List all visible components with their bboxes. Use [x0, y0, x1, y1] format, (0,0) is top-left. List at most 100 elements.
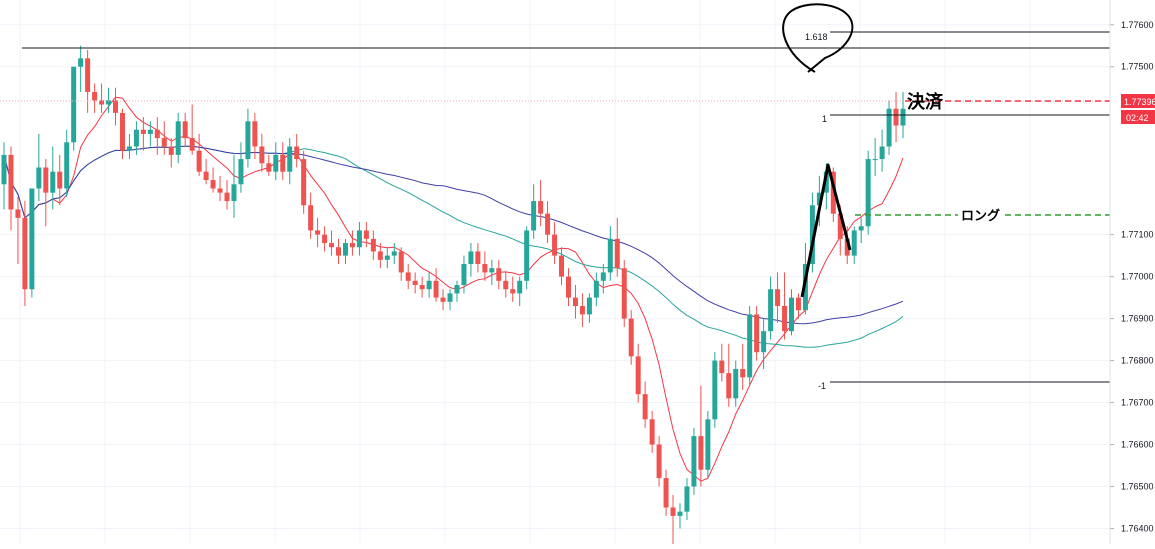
candle-0	[1, 142, 7, 210]
candle-57	[398, 247, 404, 281]
candle-19	[133, 121, 139, 155]
price-axis[interactable]: 1.77600 1.77500 1.77100 1.77000 1.76900 1.768…	[1109, 0, 1154, 544]
candle-108	[754, 306, 760, 361]
candle-102	[712, 352, 718, 428]
candle-54	[377, 243, 383, 269]
candle-51	[356, 222, 362, 256]
candle-109	[761, 318, 767, 369]
candle-82	[572, 285, 578, 319]
candle-98	[684, 478, 690, 521]
current-price-badge	[1121, 94, 1155, 108]
candle-7	[50, 146, 56, 210]
candle-29	[203, 159, 209, 185]
candle-8	[57, 154, 63, 206]
candle-14	[99, 83, 105, 113]
candle-6	[43, 159, 49, 227]
candle-18	[126, 133, 132, 160]
candle-103	[719, 343, 725, 382]
candle-68	[475, 243, 481, 273]
candle-69	[482, 251, 488, 281]
candle-86	[600, 264, 606, 294]
candle-24	[168, 138, 174, 168]
candle-12	[85, 49, 91, 113]
price-tick-label-9: 1.76400	[1121, 523, 1154, 533]
candle-53	[370, 230, 376, 260]
candle-42	[294, 133, 300, 168]
candle-83	[579, 293, 585, 327]
candles	[1, 45, 906, 546]
candle-77	[538, 180, 544, 227]
candle-112	[782, 272, 788, 340]
candle-123	[858, 217, 864, 244]
candle-91	[635, 343, 641, 403]
candle-48	[336, 238, 342, 265]
candle-128	[893, 91, 899, 143]
grid	[0, 0, 1110, 544]
candle-59	[412, 272, 418, 294]
candle-4	[29, 188, 35, 298]
candle-100	[698, 385, 704, 487]
candle-85	[593, 272, 599, 306]
candle-3	[22, 201, 28, 306]
price-tick-label-8: 1.76500	[1121, 481, 1154, 491]
candle-105	[733, 360, 739, 407]
long-label-bg	[958, 206, 1004, 223]
candle-114	[795, 293, 801, 319]
countdown-badge	[1121, 110, 1155, 124]
candle-15	[106, 87, 112, 113]
candle-78	[545, 201, 551, 244]
candle-28	[196, 133, 202, 176]
candle-35	[245, 108, 251, 168]
candle-45	[315, 217, 321, 248]
candle-5	[36, 133, 42, 202]
candle-2	[15, 196, 21, 265]
hand-drawn-zigzag	[800, 163, 852, 298]
hand-drawn-circle	[782, 3, 854, 73]
candle-67	[468, 243, 474, 277]
candle-106	[740, 343, 746, 390]
candle-27	[189, 104, 195, 155]
price-tick-label-2: 1.77100	[1121, 230, 1154, 240]
candle-10	[71, 66, 77, 151]
candle-25	[175, 112, 181, 164]
candle-101	[705, 410, 711, 479]
candle-40	[280, 142, 286, 181]
fib-1618-label: 1.618	[805, 32, 828, 42]
countdown-text: 02:42	[1126, 113, 1149, 123]
candle-37	[259, 133, 265, 172]
candle-41	[287, 138, 293, 185]
candle-55	[384, 247, 390, 269]
candle-93	[649, 410, 655, 453]
candle-79	[552, 222, 558, 265]
candle-111	[775, 272, 781, 323]
candle-21	[147, 121, 153, 147]
candle-43	[301, 150, 307, 214]
candle-90	[628, 310, 634, 365]
candle-92	[642, 381, 648, 428]
candle-84	[586, 293, 592, 323]
candle-72	[503, 272, 509, 298]
current-price-text: 1.77396	[1124, 97, 1155, 107]
candle-95	[663, 469, 669, 516]
candle-9	[64, 129, 70, 197]
fib-minus1-label: -1	[818, 381, 826, 391]
candle-33	[231, 154, 237, 218]
candle-74	[517, 276, 523, 306]
candle-71	[496, 259, 502, 290]
candle-126	[879, 129, 885, 172]
candle-70	[489, 259, 495, 286]
price-tick-label-0: 1.77600	[1121, 20, 1154, 30]
candle-52	[363, 222, 369, 248]
moving-averages	[3, 96, 904, 482]
candle-23	[161, 121, 167, 155]
candle-32	[224, 180, 230, 210]
candle-65	[454, 280, 460, 302]
candle-63	[440, 289, 446, 311]
candle-116	[809, 192, 815, 273]
candle-94	[656, 436, 662, 487]
candle-96	[670, 494, 676, 546]
candle-1	[8, 146, 14, 231]
candle-119	[830, 167, 836, 223]
